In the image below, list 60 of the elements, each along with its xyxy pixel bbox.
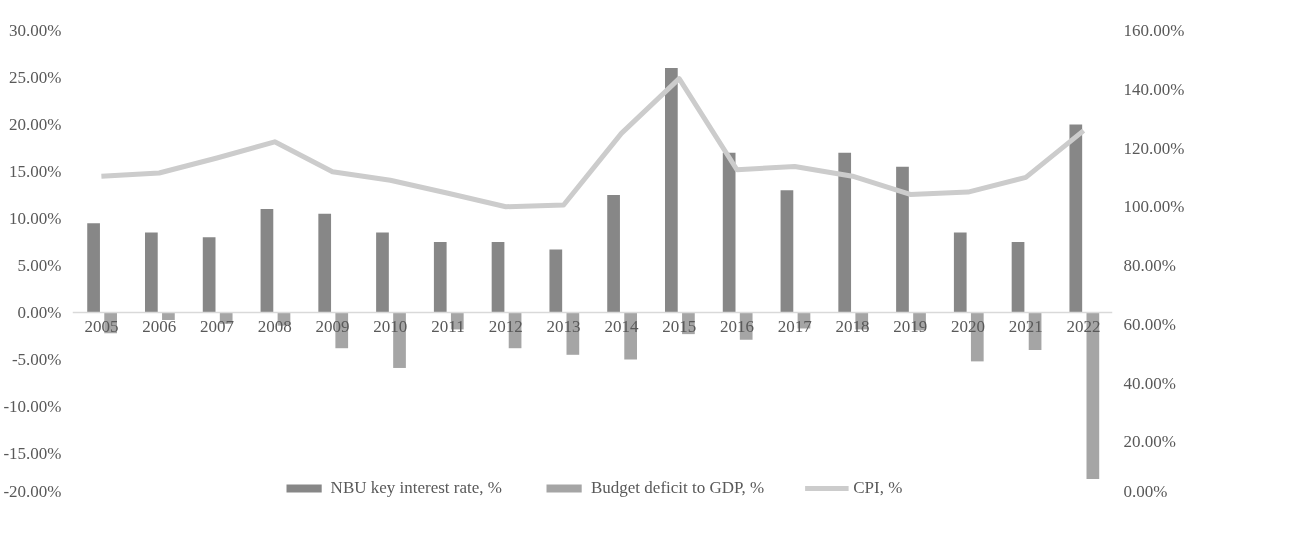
y2-tick-label: 100.00% <box>1123 197 1185 217</box>
y-tick-label: -15.00% <box>3 444 62 463</box>
y-tick-label: 10.00% <box>9 209 62 228</box>
y2-tick-label: 120.00% <box>1123 138 1185 158</box>
y-tick-label: 15.00% <box>9 162 62 181</box>
x-tick-label: 2017 <box>777 316 813 336</box>
y-tick-label: 5.00% <box>17 256 62 275</box>
bar <box>896 166 909 313</box>
legend-label: CPI, % <box>853 478 903 498</box>
bar <box>145 232 158 313</box>
y2-tick-label: 40.00% <box>1123 373 1176 393</box>
y-tick-label: 20.00% <box>9 115 62 134</box>
bar <box>318 213 332 313</box>
y2-tick-label: 60.00% <box>1123 314 1176 334</box>
bar <box>665 68 678 313</box>
y-tick-label: -20.00% <box>3 481 62 501</box>
x-tick-label: 2016 <box>719 316 754 336</box>
x-tick-label: 2009 <box>315 316 350 336</box>
bar <box>607 195 620 313</box>
y2-tick-label: 160.00% <box>1123 21 1185 40</box>
x-tick-label: 2005 <box>84 316 119 336</box>
x-tick-label: 2014 <box>604 316 639 336</box>
legend-label: Budget deficit to GDP, % <box>590 478 765 498</box>
y-tick-label: -5.00% <box>11 350 62 369</box>
y-tick-label: 25.00% <box>9 68 62 87</box>
x-tick-label: 2007 <box>199 316 235 336</box>
x-tick-label: 2021 <box>1008 316 1043 336</box>
bar <box>1011 242 1025 313</box>
x-tick-label: 2012 <box>488 316 523 336</box>
y2-tick-label: 80.00% <box>1123 256 1176 275</box>
bar <box>549 249 563 313</box>
x-tick-label: 2020 <box>951 316 986 336</box>
bar <box>260 209 274 313</box>
y2-tick-label: 140.00% <box>1123 79 1185 99</box>
y2-tick-label: 0.00% <box>1123 481 1168 501</box>
bar <box>838 152 852 313</box>
y-tick-label: -10.00% <box>3 397 62 416</box>
x-tick-label: 2008 <box>257 316 292 336</box>
bar <box>376 232 389 313</box>
y-tick-label: 30.00% <box>9 21 62 40</box>
bar <box>202 237 216 313</box>
bar <box>722 152 736 313</box>
x-tick-label: 2022 <box>1066 316 1101 336</box>
x-tick-label: 2015 <box>662 316 697 336</box>
x-tick-label: 2010 <box>373 316 408 336</box>
y-tick-label: 0.00% <box>17 303 62 322</box>
x-tick-label: 2011 <box>431 316 465 336</box>
x-tick-label: 2006 <box>142 316 177 336</box>
bar <box>162 312 175 321</box>
bar <box>953 232 967 313</box>
x-tick-label: 2018 <box>835 316 870 336</box>
bar <box>491 242 505 313</box>
bar <box>87 223 100 313</box>
bar <box>433 242 447 313</box>
x-tick-label: 2019 <box>893 316 928 336</box>
bar <box>780 190 794 313</box>
legend-label: NBU key interest rate, % <box>330 478 502 498</box>
bar <box>1069 124 1083 313</box>
y2-tick-label: 20.00% <box>1123 432 1176 452</box>
x-tick-label: 2013 <box>546 316 581 336</box>
